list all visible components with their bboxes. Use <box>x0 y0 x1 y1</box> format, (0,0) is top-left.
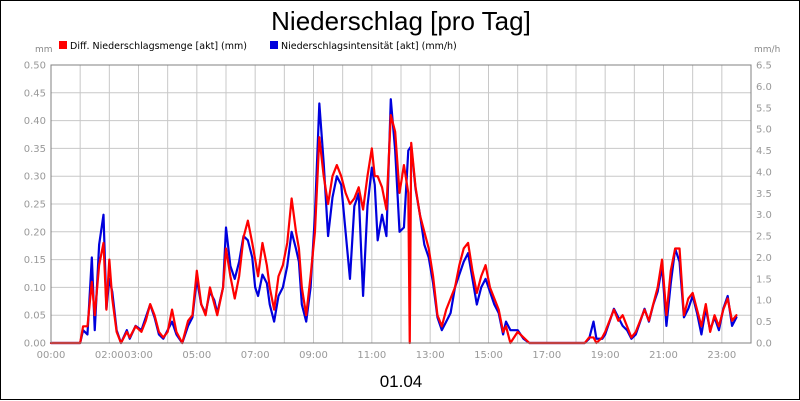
y-left-tick-label: 0.45 <box>24 88 46 99</box>
y-right-tick-label: 0.0 <box>756 339 772 350</box>
x-tick-label: 15:00 <box>474 350 503 361</box>
x-tick-label: 09:00 <box>299 350 328 361</box>
y-right-tick-label: 6.5 <box>756 61 772 72</box>
y-left-tick-label: 0.10 <box>24 283 46 294</box>
y-left-ticks: 0.00 0.05 0.10 0.15 0.20 0.25 0.30 0.35 0.40 0.45… <box>24 61 46 350</box>
x-tick-label: 11:00 <box>357 350 386 361</box>
x-tick-label: 05:00 <box>182 350 211 361</box>
legend-swatch-intensity <box>270 41 278 49</box>
x-tick-label: 00:00 <box>37 350 66 361</box>
y-right-tick-label: 2.0 <box>756 253 772 264</box>
y-right-tick-label: 3.5 <box>756 189 772 200</box>
y-left-tick-label: 0.15 <box>24 255 46 266</box>
x-tick-label: 17:00 <box>532 350 561 361</box>
x-tick-label: 07:00 <box>241 350 270 361</box>
chart-title: Niederschlag [pro Tag] <box>271 6 531 36</box>
y-right-tick-label: 0.5 <box>756 317 772 328</box>
y-left-tick-label: 0.50 <box>24 61 46 72</box>
x-tick-label: 02:00 <box>95 350 124 361</box>
legend-label-intensity: Niederschlagsintensität [akt] (mm/h) <box>281 41 457 52</box>
y-left-tick-label: 0.40 <box>24 116 46 127</box>
y-right-tick-label: 1.0 <box>756 296 772 307</box>
y-right-ticks: 0.0 0.5 1.0 1.5 2.0 2.5 3.0 3.5 4.0 4.5 5.0 5.5 6.0 6… <box>756 61 772 350</box>
y-left-tick-label: 0.00 <box>24 339 46 350</box>
series-layer <box>49 98 738 345</box>
y-left-tick-label: 0.05 <box>24 311 46 322</box>
y-right-tick-label: 2.5 <box>756 232 772 243</box>
series-line-niederschlagsmenge <box>49 113 738 345</box>
y-right-tick-label: 5.0 <box>756 125 772 136</box>
x-tick-label: 23:00 <box>707 350 736 361</box>
y-left-unit: mm <box>35 45 53 55</box>
y-left-tick-label: 0.35 <box>24 144 46 155</box>
date-label: 01.04 <box>380 372 423 391</box>
y-left-tick-label: 0.30 <box>24 172 46 183</box>
y-right-tick-label: 1.5 <box>756 274 772 285</box>
x-tick-label: 03:00 <box>124 350 153 361</box>
plot-border <box>50 64 752 344</box>
grid <box>50 64 752 344</box>
x-tick-label: 19:00 <box>591 350 620 361</box>
x-tick-label: 21:00 <box>649 350 678 361</box>
y-right-tick-label: 4.0 <box>756 167 772 178</box>
legend-swatch-amount <box>59 41 67 49</box>
legend-label-amount: Diff. Niederschlagsmenge [akt] (mm) <box>70 41 247 52</box>
y-right-unit: mm/h <box>754 45 780 55</box>
y-right-tick-label: 6.0 <box>756 82 772 93</box>
y-left-tick-label: 0.25 <box>24 200 46 211</box>
legend: Diff. Niederschlagsmenge [akt] (mm) Nied… <box>59 41 457 52</box>
series-line-niederschlagsintensitaet <box>49 98 738 345</box>
y-right-tick-label: 4.5 <box>756 146 772 157</box>
y-right-tick-label: 3.0 <box>756 210 772 221</box>
x-tick-label: 13:00 <box>416 350 445 361</box>
y-left-tick-label: 0.20 <box>24 227 46 238</box>
y-right-tick-label: 5.5 <box>756 103 772 114</box>
x-ticks: 00:00 02:00 03:00 05:00 07:00 09:00 11:00 13:00… <box>37 350 737 361</box>
